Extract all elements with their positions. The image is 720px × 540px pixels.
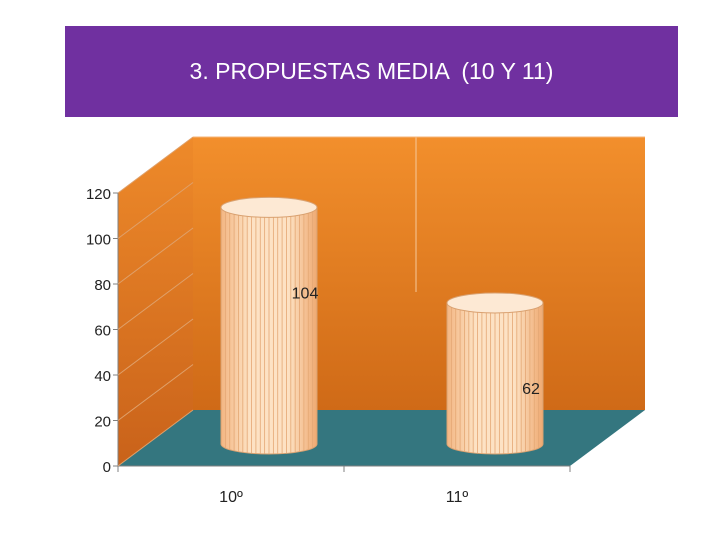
- side-wall-gridline: [117, 136, 194, 194]
- y-tick-label: 0: [103, 459, 111, 476]
- bar-cylinder: [220, 196, 318, 455]
- title-banner: 3. PROPUESTAS MEDIA (10 Y 11): [65, 26, 678, 117]
- side-wall-gridline: [117, 409, 194, 467]
- data-label: 62: [522, 381, 540, 398]
- data-label: 104: [292, 285, 319, 302]
- y-tick-label: 80: [94, 277, 111, 294]
- floor: [118, 410, 645, 466]
- y-tick-label: 60: [94, 323, 111, 340]
- side-wall-gridline: [117, 182, 194, 239]
- side-wall-gridline: [117, 273, 194, 330]
- side-wall-gridline: [117, 364, 194, 421]
- y-tick-label: 120: [86, 186, 111, 203]
- bar-top: [220, 196, 318, 218]
- bar-top: [446, 292, 544, 314]
- y-tick-label: 20: [94, 414, 111, 431]
- x-tick-label: 10º: [219, 489, 243, 506]
- y-tick-label: 40: [94, 368, 111, 385]
- side-wall-gridline: [117, 318, 194, 376]
- side-wall-gridline: [117, 227, 194, 285]
- chart-title: 3. PROPUESTAS MEDIA (10 Y 11): [189, 58, 554, 84]
- y-tick-label: 100: [86, 232, 111, 249]
- bar-cylinder: [446, 292, 544, 455]
- x-tick-label: 11º: [446, 489, 469, 506]
